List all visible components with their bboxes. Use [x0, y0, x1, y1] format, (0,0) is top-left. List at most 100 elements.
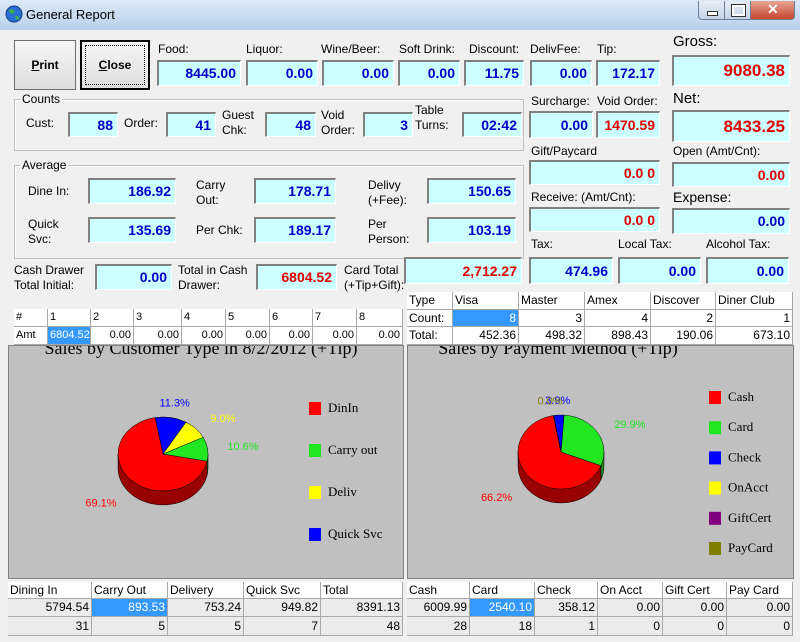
table-cell: Cash	[407, 582, 470, 599]
table-cell: Total	[321, 582, 403, 599]
field-value: 150.65	[427, 178, 516, 204]
legend-label: Carry out	[328, 442, 378, 457]
pie-chart: Sales by Customer Type in 8/2/2012 (+Tip…	[45, 338, 383, 541]
field-label: Gross:	[673, 33, 718, 50]
table-cell: 0.00	[357, 327, 403, 345]
table-cell: Dining In	[8, 582, 92, 599]
field-value: 0.00	[672, 208, 790, 234]
table-cell: 4	[182, 309, 226, 327]
field-label: Carry Out:	[196, 178, 226, 207]
table-cell: 0.00	[226, 327, 270, 345]
field-label: Guest Chk:	[222, 108, 255, 137]
field-value: 9080.38	[672, 55, 790, 86]
table-cell: Gift Cert	[663, 582, 727, 599]
legend-swatch	[309, 402, 321, 415]
field-label: Void Order:	[321, 108, 356, 137]
table-cell: 0	[598, 617, 663, 636]
field-value: 0.00	[322, 60, 394, 86]
table-cell: Amex	[585, 292, 651, 310]
table-cell: 28	[407, 617, 470, 636]
payment-chart-panel: Sales by Payment Method (+Tip) 66.2% 29.9%…	[407, 338, 794, 579]
legend-swatch	[709, 511, 721, 525]
field-label: Surcharge:	[531, 94, 590, 108]
table-cell: 48	[321, 617, 403, 636]
table-cell: 949.82	[244, 599, 321, 617]
field-value: 88	[68, 112, 118, 137]
field-label: Per Person:	[368, 217, 410, 246]
table-cell: 3	[519, 310, 585, 327]
field-label: Receive: (Amt/Cnt):	[531, 190, 636, 204]
field-value: 474.96	[529, 257, 613, 284]
field-value: 0.0 0	[529, 160, 660, 185]
maximize-button[interactable]	[724, 1, 751, 20]
field-value: 0.0 0	[529, 207, 660, 232]
pie-slice	[517, 415, 602, 490]
field-label: Void Order:	[597, 94, 658, 108]
data-label: 9.0%	[210, 413, 235, 425]
field-label: Per Chk:	[196, 223, 243, 237]
minimize-button[interactable]	[698, 1, 725, 20]
table-cell: 0.00	[598, 599, 663, 617]
legend-swatch	[709, 481, 721, 495]
field-label: Total in Cash Drawer:	[178, 263, 248, 292]
table-cell: 18	[470, 617, 535, 636]
field-label: Food:	[158, 42, 189, 56]
data-label: 66.2%	[481, 492, 512, 504]
field-value: 48	[265, 112, 316, 137]
field-label: Gift/Paycard	[531, 144, 598, 158]
legend-label: Card	[728, 419, 754, 434]
legend-label: Check	[728, 449, 762, 464]
window-title: General Report	[26, 7, 115, 22]
table-cell: Delivery	[168, 582, 244, 599]
table-cell: 5	[226, 309, 270, 327]
legend-swatch	[709, 451, 721, 465]
table-cell: 8	[357, 309, 403, 327]
field-value: 8445.00	[157, 60, 241, 86]
table-cell: Visa	[453, 292, 519, 310]
table-cell: 2	[651, 310, 716, 327]
legend-label: Quick Svc	[328, 526, 383, 541]
table-cell: 3	[134, 309, 182, 327]
table-cell: 452.36	[453, 327, 519, 345]
field-value: 0.00	[246, 60, 318, 86]
legend-swatch	[309, 486, 321, 499]
field-label: Local Tax:	[618, 237, 672, 251]
field-value: 8433.25	[672, 110, 790, 142]
field-label: Delivy (+Fee):	[368, 178, 408, 207]
table-cell: Amt	[14, 327, 48, 345]
chart-title: Sales by Payment Method (+Tip)	[438, 346, 677, 359]
table-cell: 190.06	[651, 327, 716, 345]
pie-slice	[560, 414, 605, 466]
field-label: Cash Drawer Total Initial:	[14, 263, 85, 292]
print-button[interactable]: Print	[14, 40, 76, 90]
table-cell: 2540.10	[470, 599, 535, 617]
table-cell: 898.43	[585, 327, 651, 345]
field-label: Liquor:	[246, 42, 283, 56]
counts-group	[14, 99, 524, 151]
data-label: 0.0%	[538, 396, 563, 408]
table-cell: 673.10	[716, 327, 793, 345]
table-cell: 31	[8, 617, 92, 636]
table-cell: 0	[727, 617, 793, 636]
field-label: Order:	[124, 116, 159, 130]
table-cell: 6	[270, 309, 313, 327]
field-label: Card Total (+Tip+Gift):	[344, 263, 405, 292]
close-button[interactable]: Close	[80, 40, 150, 90]
field-value: 0.00	[529, 111, 593, 138]
table-cell: 7	[313, 309, 357, 327]
table-cell: 4	[585, 310, 651, 327]
field-label: Wine/Beer:	[321, 42, 381, 56]
close-window-button[interactable]: ✕	[750, 1, 795, 20]
legend-swatch	[709, 421, 721, 435]
field-value: 0.00	[530, 60, 592, 86]
table-cell: Check	[535, 582, 598, 599]
field-label: Discount:	[469, 42, 520, 56]
data-label: 3.9%	[545, 395, 570, 407]
table-cell: 0.00	[270, 327, 313, 345]
table-cell: 893.53	[92, 599, 168, 617]
pie-slice	[553, 415, 562, 453]
field-value: 103.19	[427, 217, 516, 243]
average-group	[14, 165, 524, 259]
field-value: 178.71	[254, 178, 336, 204]
